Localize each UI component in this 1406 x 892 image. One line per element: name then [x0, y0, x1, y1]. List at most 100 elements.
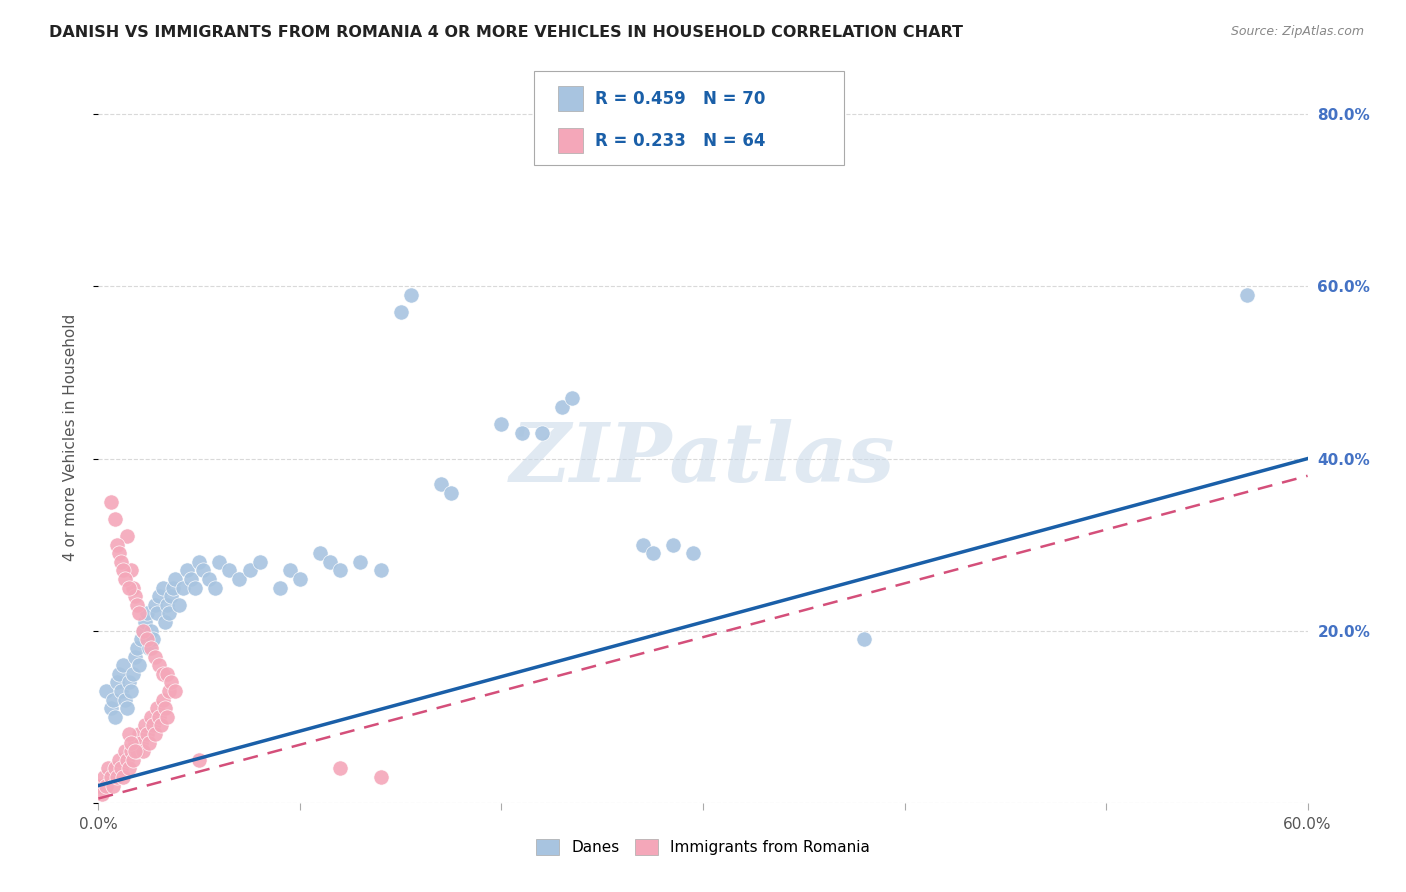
Point	[100, 494, 122, 508]
Point	[152, 666, 174, 681]
Point	[329, 761, 352, 775]
Point	[139, 624, 162, 638]
Point	[143, 649, 166, 664]
Point	[153, 701, 176, 715]
Point	[152, 692, 174, 706]
Point	[139, 640, 162, 655]
Point	[142, 632, 165, 647]
Text: ZIPatlas: ZIPatlas	[510, 419, 896, 499]
Point	[228, 572, 250, 586]
Point	[121, 581, 143, 595]
Point	[115, 753, 138, 767]
Point	[153, 615, 176, 629]
Point	[138, 735, 160, 749]
Point	[641, 546, 664, 560]
Point	[135, 727, 157, 741]
Point	[111, 770, 134, 784]
Text: DANISH VS IMMIGRANTS FROM ROMANIA 4 OR MORE VEHICLES IN HOUSEHOLD CORRELATION CH: DANISH VS IMMIGRANTS FROM ROMANIA 4 OR M…	[49, 25, 963, 40]
Point	[115, 701, 138, 715]
Point	[156, 666, 179, 681]
Point	[129, 632, 152, 647]
Point	[110, 555, 132, 569]
Point	[510, 425, 533, 440]
Point	[163, 572, 186, 586]
Point	[128, 727, 150, 741]
Point	[156, 598, 179, 612]
Point	[157, 607, 180, 621]
Point	[309, 546, 332, 560]
Point	[152, 581, 174, 595]
Point	[160, 675, 183, 690]
Point	[110, 684, 132, 698]
Point	[157, 684, 180, 698]
Point	[118, 761, 141, 775]
Point	[96, 779, 118, 793]
Point	[107, 546, 129, 560]
Point	[561, 392, 583, 406]
Point	[143, 598, 166, 612]
Point	[120, 564, 142, 578]
Point	[139, 710, 162, 724]
Point	[389, 305, 412, 319]
Point	[115, 529, 138, 543]
Point	[134, 718, 156, 732]
Point	[163, 684, 186, 698]
Point	[124, 735, 146, 749]
Point	[142, 718, 165, 732]
Point	[491, 417, 513, 432]
Point	[138, 640, 160, 655]
Point	[148, 658, 170, 673]
Point	[156, 710, 179, 724]
Point	[114, 572, 136, 586]
Point	[89, 779, 111, 793]
Point	[1236, 288, 1258, 302]
Point	[208, 555, 231, 569]
Point	[114, 692, 136, 706]
Point	[204, 581, 226, 595]
Point	[124, 744, 146, 758]
Point	[97, 761, 120, 775]
Point	[149, 718, 172, 732]
Point	[249, 555, 271, 569]
Point	[107, 666, 129, 681]
Point	[103, 710, 125, 724]
Point	[121, 666, 143, 681]
Point	[114, 744, 136, 758]
Point	[128, 658, 150, 673]
Point	[440, 486, 463, 500]
Point	[661, 538, 683, 552]
Point	[349, 555, 371, 569]
Point	[91, 787, 114, 801]
Point	[218, 564, 240, 578]
Point	[105, 770, 128, 784]
Point	[530, 425, 553, 440]
Point	[111, 564, 134, 578]
Point	[184, 581, 207, 595]
Point	[101, 779, 124, 793]
Point	[134, 615, 156, 629]
Point	[105, 538, 128, 552]
Point	[103, 761, 125, 775]
Y-axis label: 4 or more Vehicles in Household: 4 or more Vehicles in Household	[63, 313, 77, 561]
Point	[176, 564, 198, 578]
Point	[132, 624, 155, 638]
Point	[370, 564, 392, 578]
Point	[107, 753, 129, 767]
Point	[118, 581, 141, 595]
Point	[125, 640, 148, 655]
Point	[135, 632, 157, 647]
Point	[100, 701, 122, 715]
Point	[135, 607, 157, 621]
Point	[118, 675, 141, 690]
Point	[120, 684, 142, 698]
Point	[430, 477, 453, 491]
Point	[124, 589, 146, 603]
Point	[128, 607, 150, 621]
Point	[160, 589, 183, 603]
Point	[120, 744, 142, 758]
Text: R = 0.459   N = 70: R = 0.459 N = 70	[595, 89, 765, 108]
Point	[96, 684, 118, 698]
Point	[146, 701, 169, 715]
Point	[188, 753, 211, 767]
Point	[118, 727, 141, 741]
